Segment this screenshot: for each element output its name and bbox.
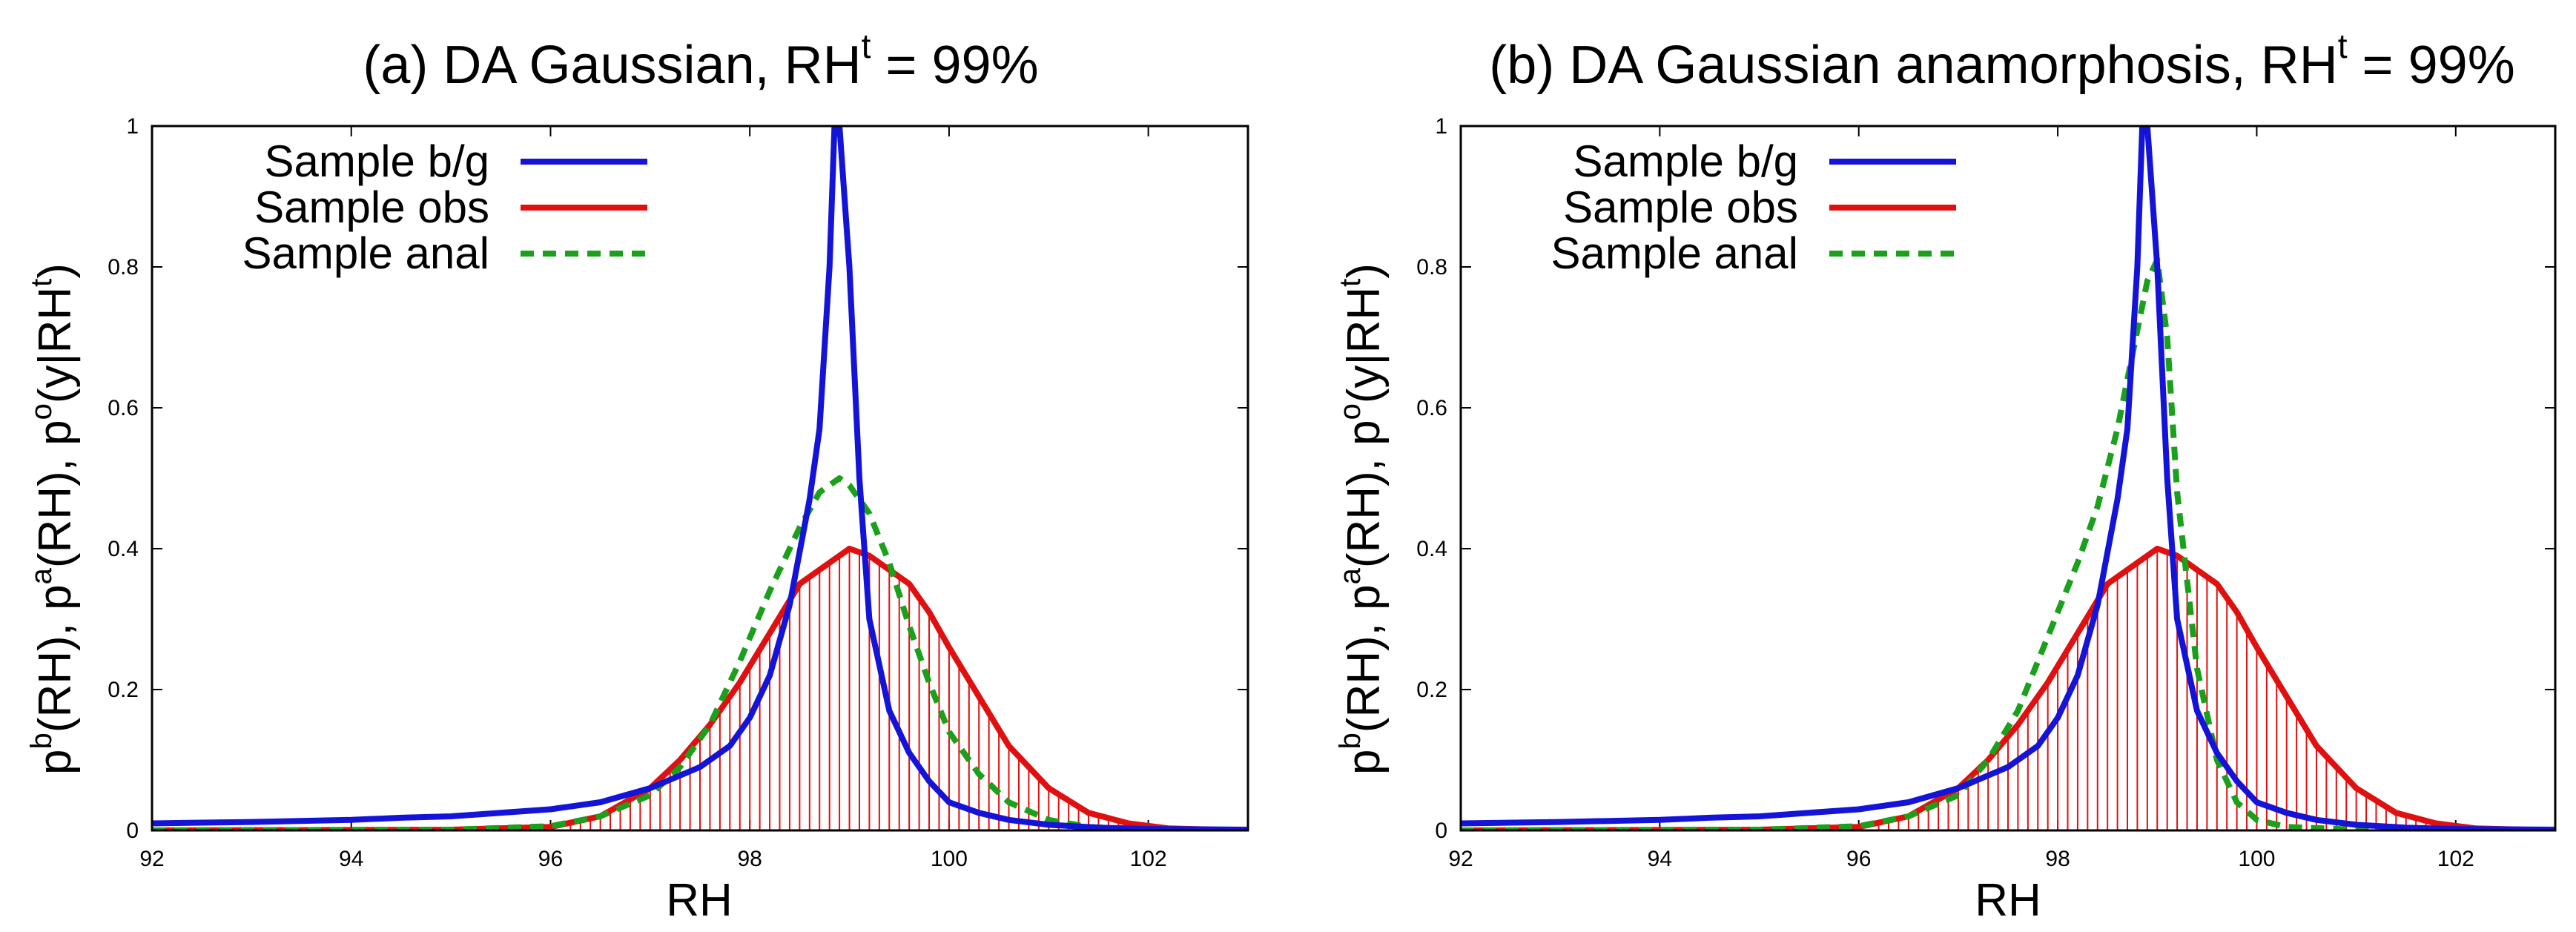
series-bg-line [152,126,1248,830]
series-anal-line [1461,257,2555,830]
x-tick-label: 98 [737,847,762,871]
x-tick-label: 96 [538,847,563,871]
y-tick-label: 0.6 [108,396,139,420]
chart-panel-a: (a) DA Gaussian, RHt = 99% pb(RH), pa(RH… [25,27,1249,926]
x-tick-label: 100 [2238,847,2275,871]
y-tick-label: 0 [1435,819,1447,843]
chart-title: (a) DA Gaussian, RHt = 99% [363,27,1038,95]
obs-hatch [569,549,1169,830]
y-tick-label: 0 [126,819,139,843]
y-tick-label: 0.8 [1416,255,1447,280]
x-tick-label: 100 [931,847,968,871]
plot-area: 92 94 96 98 100 102 0 0.2 0.4 0.6 0.8 1 [108,114,1249,871]
legend-label: Sample b/g [1573,136,1798,186]
legend-label: Sample obs [1563,182,1798,232]
legend-label: Sample anal [242,228,489,278]
chart-title: (b) DA Gaussian anamorphosis, RHt = 99% [1489,27,2514,95]
x-tick-label: 94 [339,847,363,871]
y-tick-label: 0.4 [108,537,139,561]
y-tick-label: 1 [1435,114,1447,139]
x-axis-label: RH [666,875,733,926]
x-axis-label: RH [1975,875,2041,926]
x-tick-label: 98 [2045,847,2070,871]
x-tick-label: 102 [1130,847,1167,871]
y-axis-label: pb(RH), pa(RH), po(y|RHt) [1334,263,1390,775]
legend-label: Sample anal [1550,228,1798,278]
x-tick-label: 92 [1448,847,1473,871]
x-tick-label: 94 [1648,847,1672,871]
y-tick-label: 0.6 [1416,396,1447,420]
series-group [1461,126,2555,830]
series-bg-line [1461,126,2555,830]
y-tick-label: 0.2 [108,678,139,702]
series-group [152,126,1248,830]
x-tick-label: 96 [1846,847,1871,871]
x-tick-label: 102 [2437,847,2474,871]
legend-label: Sample obs [254,182,489,232]
y-tick-label: 0.4 [1416,537,1447,561]
obs-hatch [1877,549,2477,830]
y-tick-label: 1 [126,114,139,139]
legend-label: Sample b/g [264,136,489,186]
x-tick-label: 92 [139,847,164,871]
y-tick-label: 0.2 [1416,678,1447,702]
series-anal-line [152,475,1248,830]
chart-panel-b: (b) DA Gaussian anamorphosis, RHt = 99% … [1334,27,2557,926]
plot-frame [151,125,1249,832]
y-axis-label: pb(RH), pa(RH), po(y|RHt) [25,263,81,775]
plot-frame [1459,125,2557,832]
plot-area: 92 94 96 98 100 102 0 0.2 0.4 0.6 0.8 1 [1416,114,2557,871]
y-tick-label: 0.8 [108,255,139,280]
